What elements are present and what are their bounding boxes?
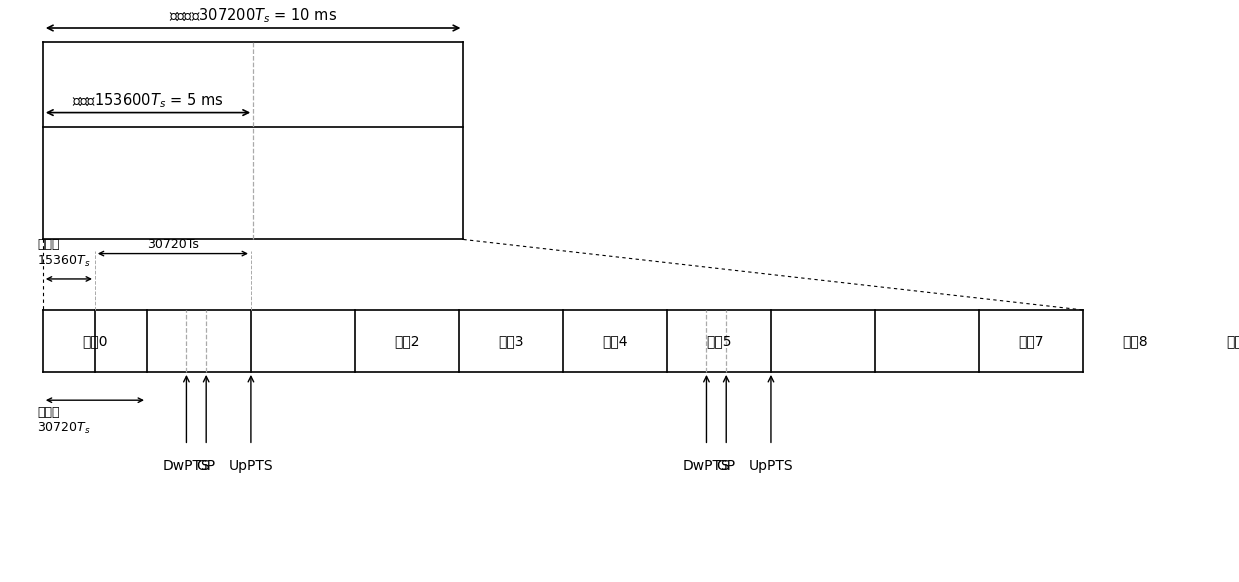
Text: 子帧7: 子帧7 xyxy=(1018,334,1043,348)
Text: 无线帧，307200$T_s$ = 10 ms: 无线帧，307200$T_s$ = 10 ms xyxy=(169,6,337,25)
Text: 子帧0: 子帧0 xyxy=(82,334,108,348)
Text: 子帧8: 子帧8 xyxy=(1123,334,1147,348)
Text: GP: GP xyxy=(716,459,736,473)
Text: 时隙，
15360$T_s$: 时隙， 15360$T_s$ xyxy=(37,239,92,269)
Text: GP: GP xyxy=(197,459,216,473)
Text: DwPTS: DwPTS xyxy=(162,459,211,473)
Text: 30720Ts: 30720Ts xyxy=(147,238,198,251)
Text: 子帧5: 子帧5 xyxy=(706,334,732,348)
Text: UpPTS: UpPTS xyxy=(748,459,793,473)
Text: 子帧2: 子帧2 xyxy=(394,334,420,348)
Text: DwPTS: DwPTS xyxy=(683,459,730,473)
Text: 子帧，
30720$T_s$: 子帧， 30720$T_s$ xyxy=(37,406,92,436)
Text: 子帧9: 子帧9 xyxy=(1227,334,1239,348)
Text: 子帧4: 子帧4 xyxy=(602,334,628,348)
Text: 子帧3: 子帧3 xyxy=(498,334,524,348)
Text: 半帧，153600$T_s$ = 5 ms: 半帧，153600$T_s$ = 5 ms xyxy=(72,91,224,110)
Text: UpPTS: UpPTS xyxy=(229,459,274,473)
